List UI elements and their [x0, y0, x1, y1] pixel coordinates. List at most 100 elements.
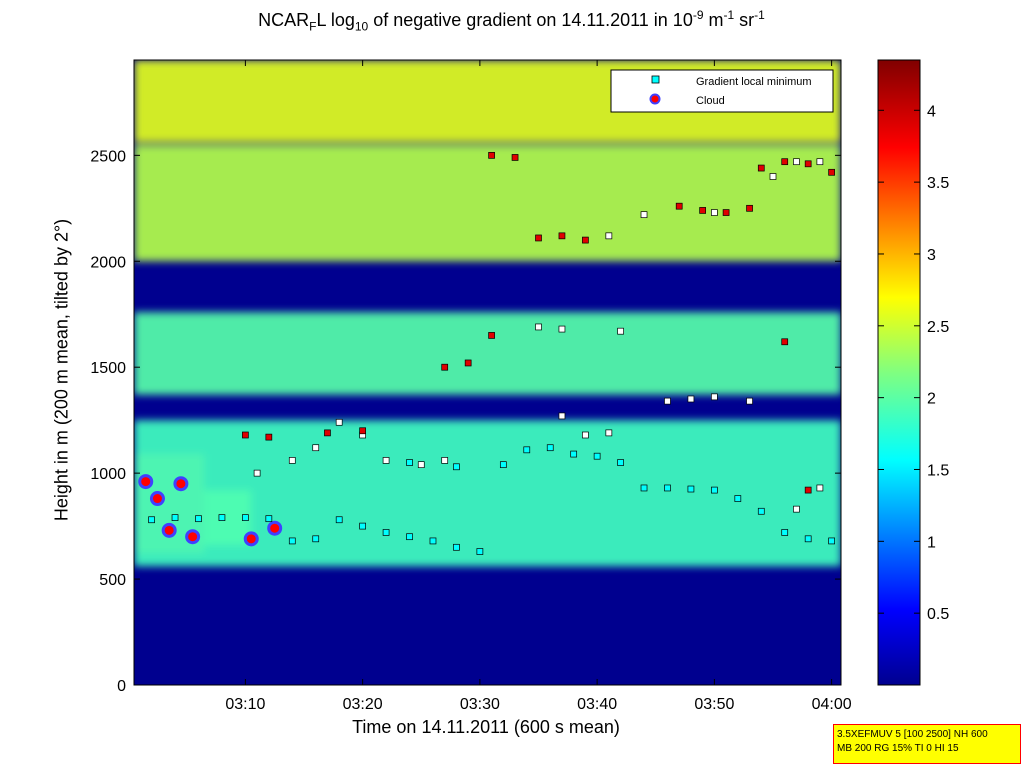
marker-group	[138, 151, 835, 555]
x-tick-label: 03:50	[694, 696, 734, 713]
x-axis-label: Time on 14.11.2011 (600 s mean)	[352, 717, 620, 737]
gradient-minimum-marker	[417, 461, 425, 469]
cloud-marker	[488, 151, 495, 159]
y-tick-label: 2500	[90, 148, 126, 165]
gradient-minimum-marker	[640, 211, 648, 219]
gradient-minimum-marker	[558, 412, 566, 420]
gradient-minimum-marker	[523, 446, 531, 454]
gradient-minimum-marker	[816, 158, 824, 166]
gradient-minimum-marker	[335, 516, 343, 524]
gradient-minimum-marker	[312, 535, 320, 543]
colorbar-tick-label: 0.5	[927, 606, 949, 623]
gradient-minimum-marker	[816, 484, 824, 492]
gradient-minimum-marker	[218, 514, 226, 521]
gradient-minimum-marker	[288, 537, 296, 545]
heatmap-layers	[134, 60, 841, 567]
x-tick-label: 03:30	[460, 696, 500, 713]
gradient-minimum-marker	[195, 515, 202, 523]
gradient-minimum-marker	[664, 397, 671, 405]
gradient-minimum-marker	[593, 452, 601, 460]
cloud-marker	[804, 486, 812, 494]
gradient-minimum-marker	[734, 495, 742, 502]
info-box: 3.5XEFMUV 5 [100 2500] NH 600 MB 200 RG …	[833, 724, 1021, 764]
y-axis: 0 500 1000 1500 2000 2500	[90, 148, 841, 695]
gradient-minimum-marker	[617, 327, 624, 335]
colorbar-tick-label: 2	[927, 391, 936, 408]
cloud-marker	[488, 332, 495, 339]
colorbar-tick-label: 1.5	[927, 462, 949, 479]
gradient-minimum-marker	[687, 485, 695, 493]
gradient-minimum-marker	[265, 515, 273, 523]
cloud-marker	[828, 168, 835, 176]
cloud-marker	[722, 209, 730, 216]
gradient-minimum-marker	[804, 535, 812, 543]
gradient-minimum-marker	[406, 533, 413, 541]
legend-label-gradient: Gradient local minimum	[696, 76, 812, 88]
gradient-minimum-marker	[382, 457, 390, 464]
cloud-marker	[699, 207, 706, 214]
cloud-marker	[441, 363, 449, 371]
gradient-minimum-marker	[793, 505, 800, 513]
colorbar-axis: 0.5 1 1.5 2 2.5 3 3.5 4	[878, 103, 949, 623]
colorbar-tick-label: 2.5	[927, 319, 949, 336]
gradient-minimum-marker	[605, 232, 613, 240]
cloud-marker	[781, 338, 789, 346]
gradient-minimum-marker	[535, 323, 542, 331]
colorbar-tick-label: 4	[927, 103, 936, 120]
gradient-minimum-marker	[781, 529, 789, 536]
gradient-minimum-marker	[687, 395, 695, 403]
y-tick-label: 0	[117, 678, 126, 695]
x-tick-label: 04:00	[812, 696, 852, 713]
gradient-minimum-marker	[711, 393, 718, 401]
x-tick-label: 03:20	[343, 696, 383, 713]
gradient-minimum-marker	[288, 457, 296, 464]
gradient-minimum-marker	[476, 548, 484, 555]
cloud-marker	[675, 202, 683, 210]
plot-frame	[133, 59, 842, 686]
cloud-circle-marker	[138, 474, 154, 490]
y-tick-label: 1000	[90, 466, 126, 483]
gradient-minimum-marker	[640, 484, 648, 492]
gradient-minimum-marker	[746, 397, 753, 405]
gradient-minimum-marker	[499, 461, 507, 469]
gradient-minimum-marker	[453, 543, 460, 551]
cloud-circle-marker	[161, 522, 177, 538]
chart-title: NCARFL log10 of negative gradient on 14.…	[258, 8, 765, 34]
heatmap-layer-mid-layer	[134, 312, 841, 395]
cloud-marker	[757, 164, 765, 172]
colorbar-tick-label: 3	[927, 247, 936, 264]
gradient-minimum-marker	[711, 486, 718, 494]
legend-box	[610, 69, 834, 113]
cloud-marker	[582, 236, 589, 244]
cloud-circle-marker	[149, 491, 165, 507]
cloud-marker	[265, 433, 273, 441]
heatmap-layer-boundary-layer	[134, 420, 841, 567]
info-line-2: MB 200 RG 15% TI 0 HI 15	[837, 743, 959, 754]
gradient-minimum-marker	[828, 537, 835, 545]
y-tick-label: 500	[99, 572, 126, 589]
gradient-minimum-marker	[148, 516, 155, 524]
legend-label-cloud: Cloud	[696, 95, 725, 107]
cloud-circle-marker	[243, 531, 259, 547]
cloud-marker	[746, 204, 753, 212]
legend-marker-gradient	[651, 75, 660, 84]
info-line-1: 3.5XEFMUV 5 [100 2500] NH 600	[837, 729, 988, 740]
gradient-minimum-marker	[253, 469, 261, 477]
gradient-minimum-marker	[582, 431, 589, 439]
cloud-circle-marker	[173, 476, 189, 492]
legend-marker-cloud	[649, 93, 661, 105]
cloud-marker	[558, 232, 566, 240]
cloud-marker	[242, 431, 249, 439]
cloud-marker	[324, 429, 331, 437]
x-tick-label: 03:10	[225, 696, 265, 713]
y-tick-label: 2000	[90, 254, 126, 271]
colorbar-tick-label: 1	[927, 534, 936, 551]
y-tick-label: 1500	[90, 360, 126, 377]
gradient-minimum-marker	[558, 325, 566, 333]
y-axis-label: Height in m (200 m mean, tilted by 2°)	[51, 218, 72, 522]
gradient-minimum-marker	[441, 457, 449, 464]
cloud-circle-marker	[185, 529, 201, 545]
cloud-marker	[804, 160, 812, 168]
gradient-minimum-marker	[793, 158, 800, 166]
